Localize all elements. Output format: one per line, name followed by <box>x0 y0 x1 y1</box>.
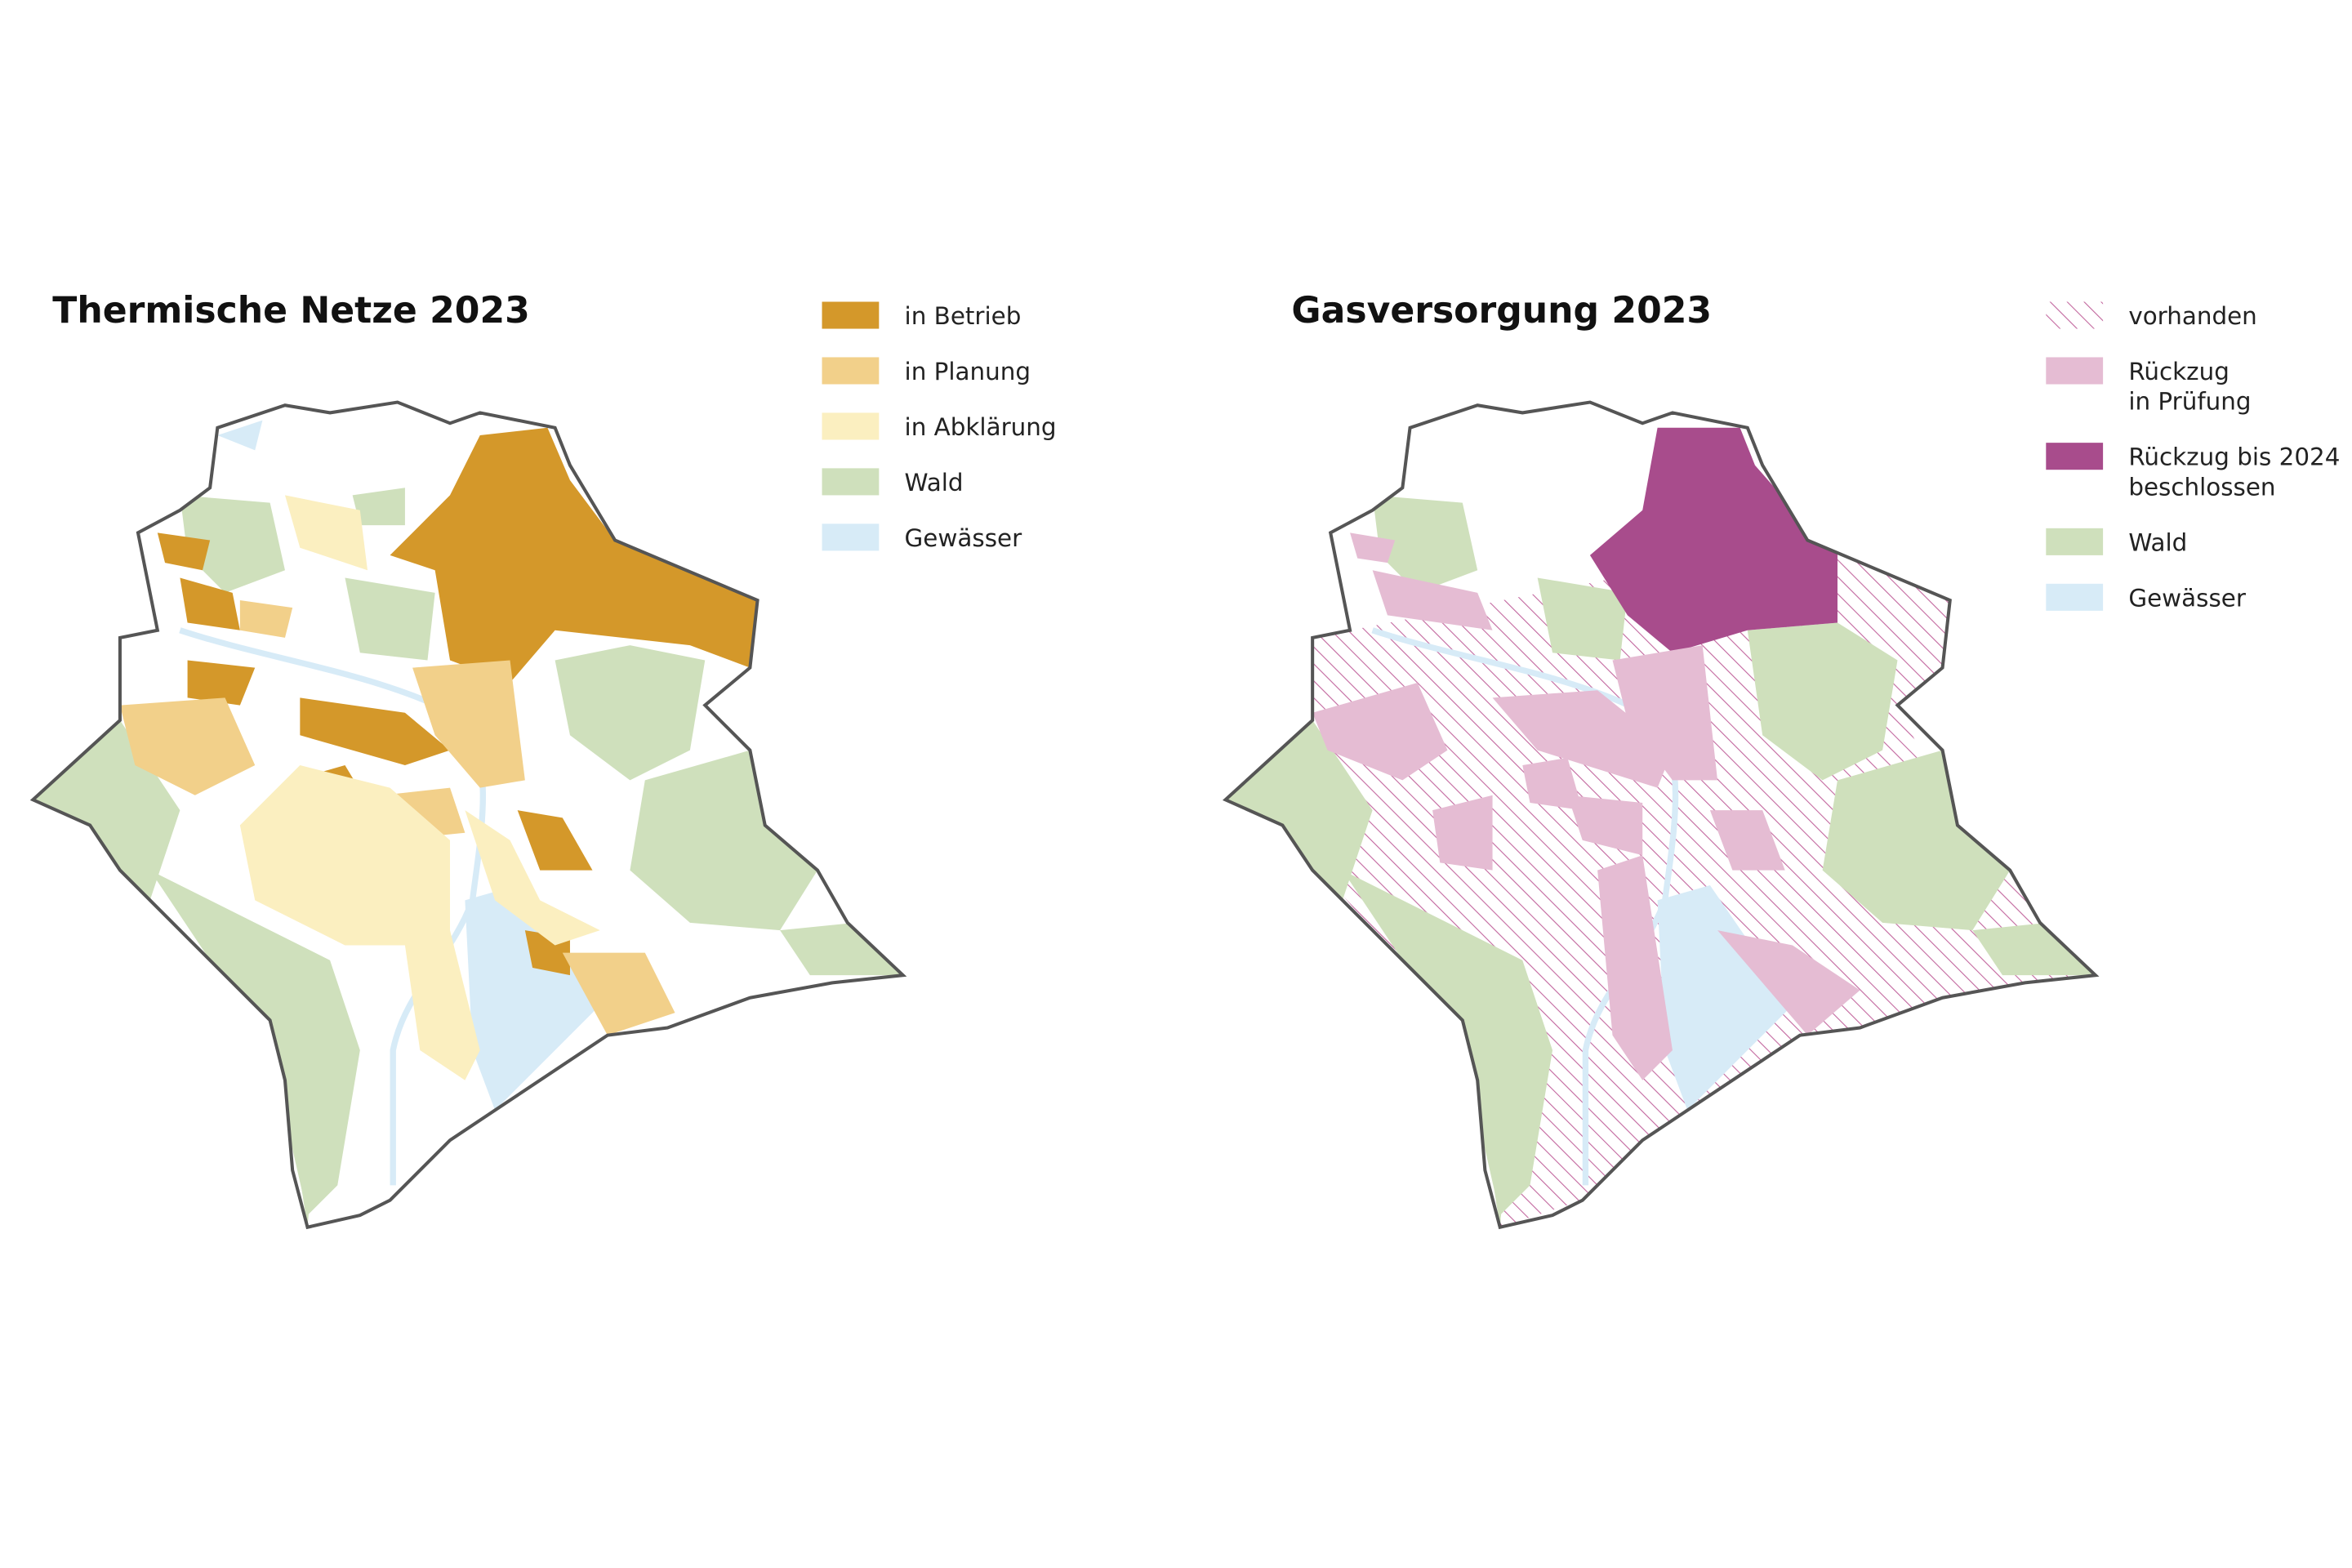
map-title: Thermische Netze 2023 <box>52 290 530 332</box>
legend-label: in Abklärung <box>905 413 1057 441</box>
legend-swatch <box>2046 443 2104 470</box>
legend-swatch <box>822 412 880 440</box>
legend-label: Wald <box>905 469 964 497</box>
legend-swatch <box>822 357 880 385</box>
legend-label: Rückzug bis 2024 <box>2128 443 2340 471</box>
legend-swatch <box>822 468 880 496</box>
map-title: Gasversorgung 2023 <box>1291 290 1712 332</box>
legend-swatch <box>2046 528 2104 555</box>
legend-label: Gewässer <box>905 524 1023 552</box>
legend-swatch <box>2046 357 2104 385</box>
legend-label: Gewässer <box>2128 584 2247 612</box>
legend-label: in Betrieb <box>905 302 1022 330</box>
legends: in Betrieb in Planung in Abklärung Wald Gewä… <box>822 301 2340 612</box>
legend-label: in Planung <box>905 358 1031 385</box>
legend-label: vorhanden <box>2128 302 2257 330</box>
legend-label: beschlossen <box>2128 473 2275 501</box>
legend-swatch <box>822 301 880 329</box>
legend-label: Wald <box>2128 528 2187 556</box>
legend-swatch <box>822 523 880 551</box>
map-base <box>1225 427 2096 1227</box>
map-base <box>33 420 903 1227</box>
map-thermal <box>33 403 902 1227</box>
legend-swatch <box>2046 583 2104 611</box>
legend-label: Rückzug <box>2128 358 2230 385</box>
map-gas <box>1226 403 2096 1227</box>
legend-label: in Prüfung <box>2128 388 2251 416</box>
legend-swatch <box>2046 301 2104 329</box>
